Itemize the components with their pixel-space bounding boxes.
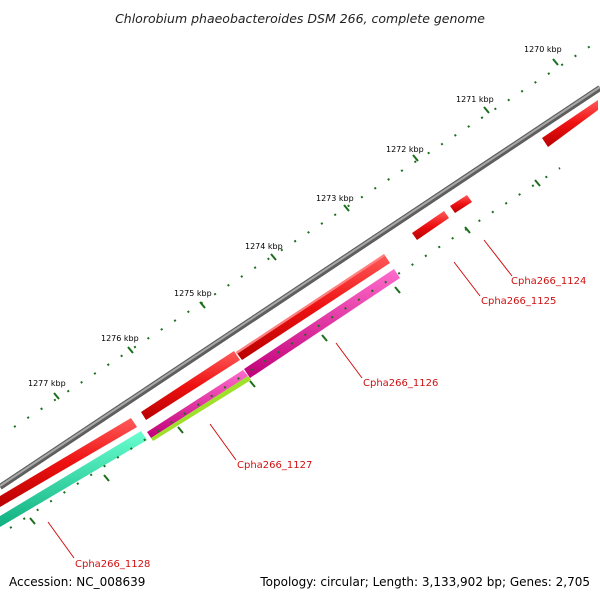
cds-forward-1127[interactable] bbox=[141, 351, 240, 420]
gene-label-1128[interactable]: Cpha266_1128 bbox=[75, 559, 150, 570]
cds-reverse-1125b[interactable] bbox=[450, 195, 472, 213]
cds-forward-1126[interactable] bbox=[236, 254, 390, 360]
inner-scale-ticks bbox=[9, 167, 561, 529]
gene-feature-1127-lime[interactable] bbox=[151, 376, 251, 441]
cds-forward-1128[interactable] bbox=[0, 418, 137, 507]
scale-label-1273: 1273 kbp bbox=[316, 194, 354, 203]
gene-feature-1127-magenta[interactable] bbox=[147, 370, 248, 438]
scale-label-1276: 1276 kbp bbox=[101, 334, 139, 343]
genome-summary-text: Topology: circular; Length: 3,133,902 bp… bbox=[259, 575, 590, 589]
label-leaders bbox=[47, 239, 513, 559]
scale-label-1277: 1277 kbp bbox=[28, 379, 66, 388]
gene-label-1125[interactable]: Cpha266_1125 bbox=[481, 296, 556, 307]
scale-label-1275: 1275 kbp bbox=[174, 289, 212, 298]
scale-label-1274: 1274 kbp bbox=[245, 242, 283, 251]
genome-backbone bbox=[0, 85, 600, 490]
outer-scale-ticks bbox=[13, 44, 593, 428]
gene-feature-1128[interactable] bbox=[0, 431, 147, 527]
scale-label-1272: 1272 kbp bbox=[386, 145, 424, 154]
gene-label-1127[interactable]: Cpha266_1127 bbox=[237, 460, 312, 471]
gene-label-1126[interactable]: Cpha266_1126 bbox=[363, 378, 438, 389]
gene-label-1124[interactable]: Cpha266_1124 bbox=[511, 276, 586, 287]
gene-feature-1126[interactable] bbox=[244, 269, 400, 378]
cds-reverse-1125a[interactable] bbox=[412, 211, 449, 240]
scale-label-1270: 1270 kbp bbox=[524, 45, 562, 54]
cds-forward-1124[interactable] bbox=[542, 100, 598, 147]
map-title: Chlorobium phaeobacteroides DSM 266, com… bbox=[115, 11, 485, 26]
accession-text: Accession: NC_008639 bbox=[9, 575, 145, 589]
scale-label-1271: 1271 kbp bbox=[456, 95, 494, 104]
